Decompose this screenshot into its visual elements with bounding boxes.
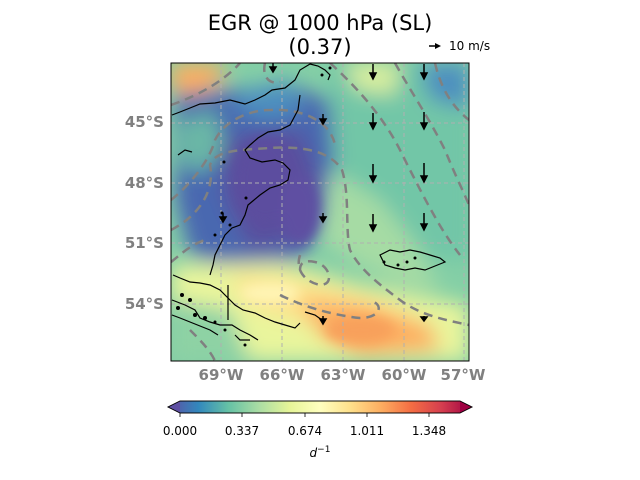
wind-arrow [268,63,278,74]
lon-label-60w: 60°W [381,366,427,384]
lon-label-57w: 57°W [440,366,486,384]
wind-arrow [368,214,378,233]
colorbar-tick-label: 1.348 [411,424,447,438]
contours [171,63,469,361]
colorbar-units: d−1 [310,445,331,460]
colorbar-units-exponent: −1 [317,445,331,455]
islands [176,66,417,347]
wind-arrow [419,163,429,184]
wind-arrow [368,113,378,131]
wind-arrow [318,114,328,126]
colorbar-tick-label: 0.674 [287,424,323,438]
wind-arrow [419,64,429,81]
wind-arrow [318,213,328,224]
coastline [171,63,447,341]
colorbar-tick-label: 0.337 [224,424,260,438]
lon-label-66w: 66°W [259,366,305,384]
colorbar-units-base: d [309,446,318,460]
lon-label-63w: 63°W [320,366,366,384]
quiver-key-arrow [429,43,441,49]
wind-arrow [419,213,429,232]
lat-label-51s: 51°S [124,234,164,252]
plot-subtitle: (0.37) [288,35,352,59]
map-frame [170,62,470,362]
egr-field [171,63,469,361]
colorbar-tick-label: 1.011 [349,424,385,438]
plot-title: EGR @ 1000 hPa (SL) [207,11,433,35]
wind-arrow [419,112,429,131]
wind-arrow [318,316,328,326]
lat-label-45s: 45°S [124,113,164,131]
lat-label-54s: 54°S [124,295,164,313]
wind-vectors [218,63,429,326]
colorbar-tick-label: 0.000 [162,424,198,438]
lon-label-69w: 69°W [198,366,244,384]
wind-arrow [419,316,429,323]
quiver-key-label: 10 m/s [449,39,491,53]
wind-arrow [218,213,228,224]
wind-arrow [368,64,378,81]
colorbar [167,400,473,417]
lat-label-48s: 48°S [124,174,164,192]
wind-arrow [368,164,378,184]
